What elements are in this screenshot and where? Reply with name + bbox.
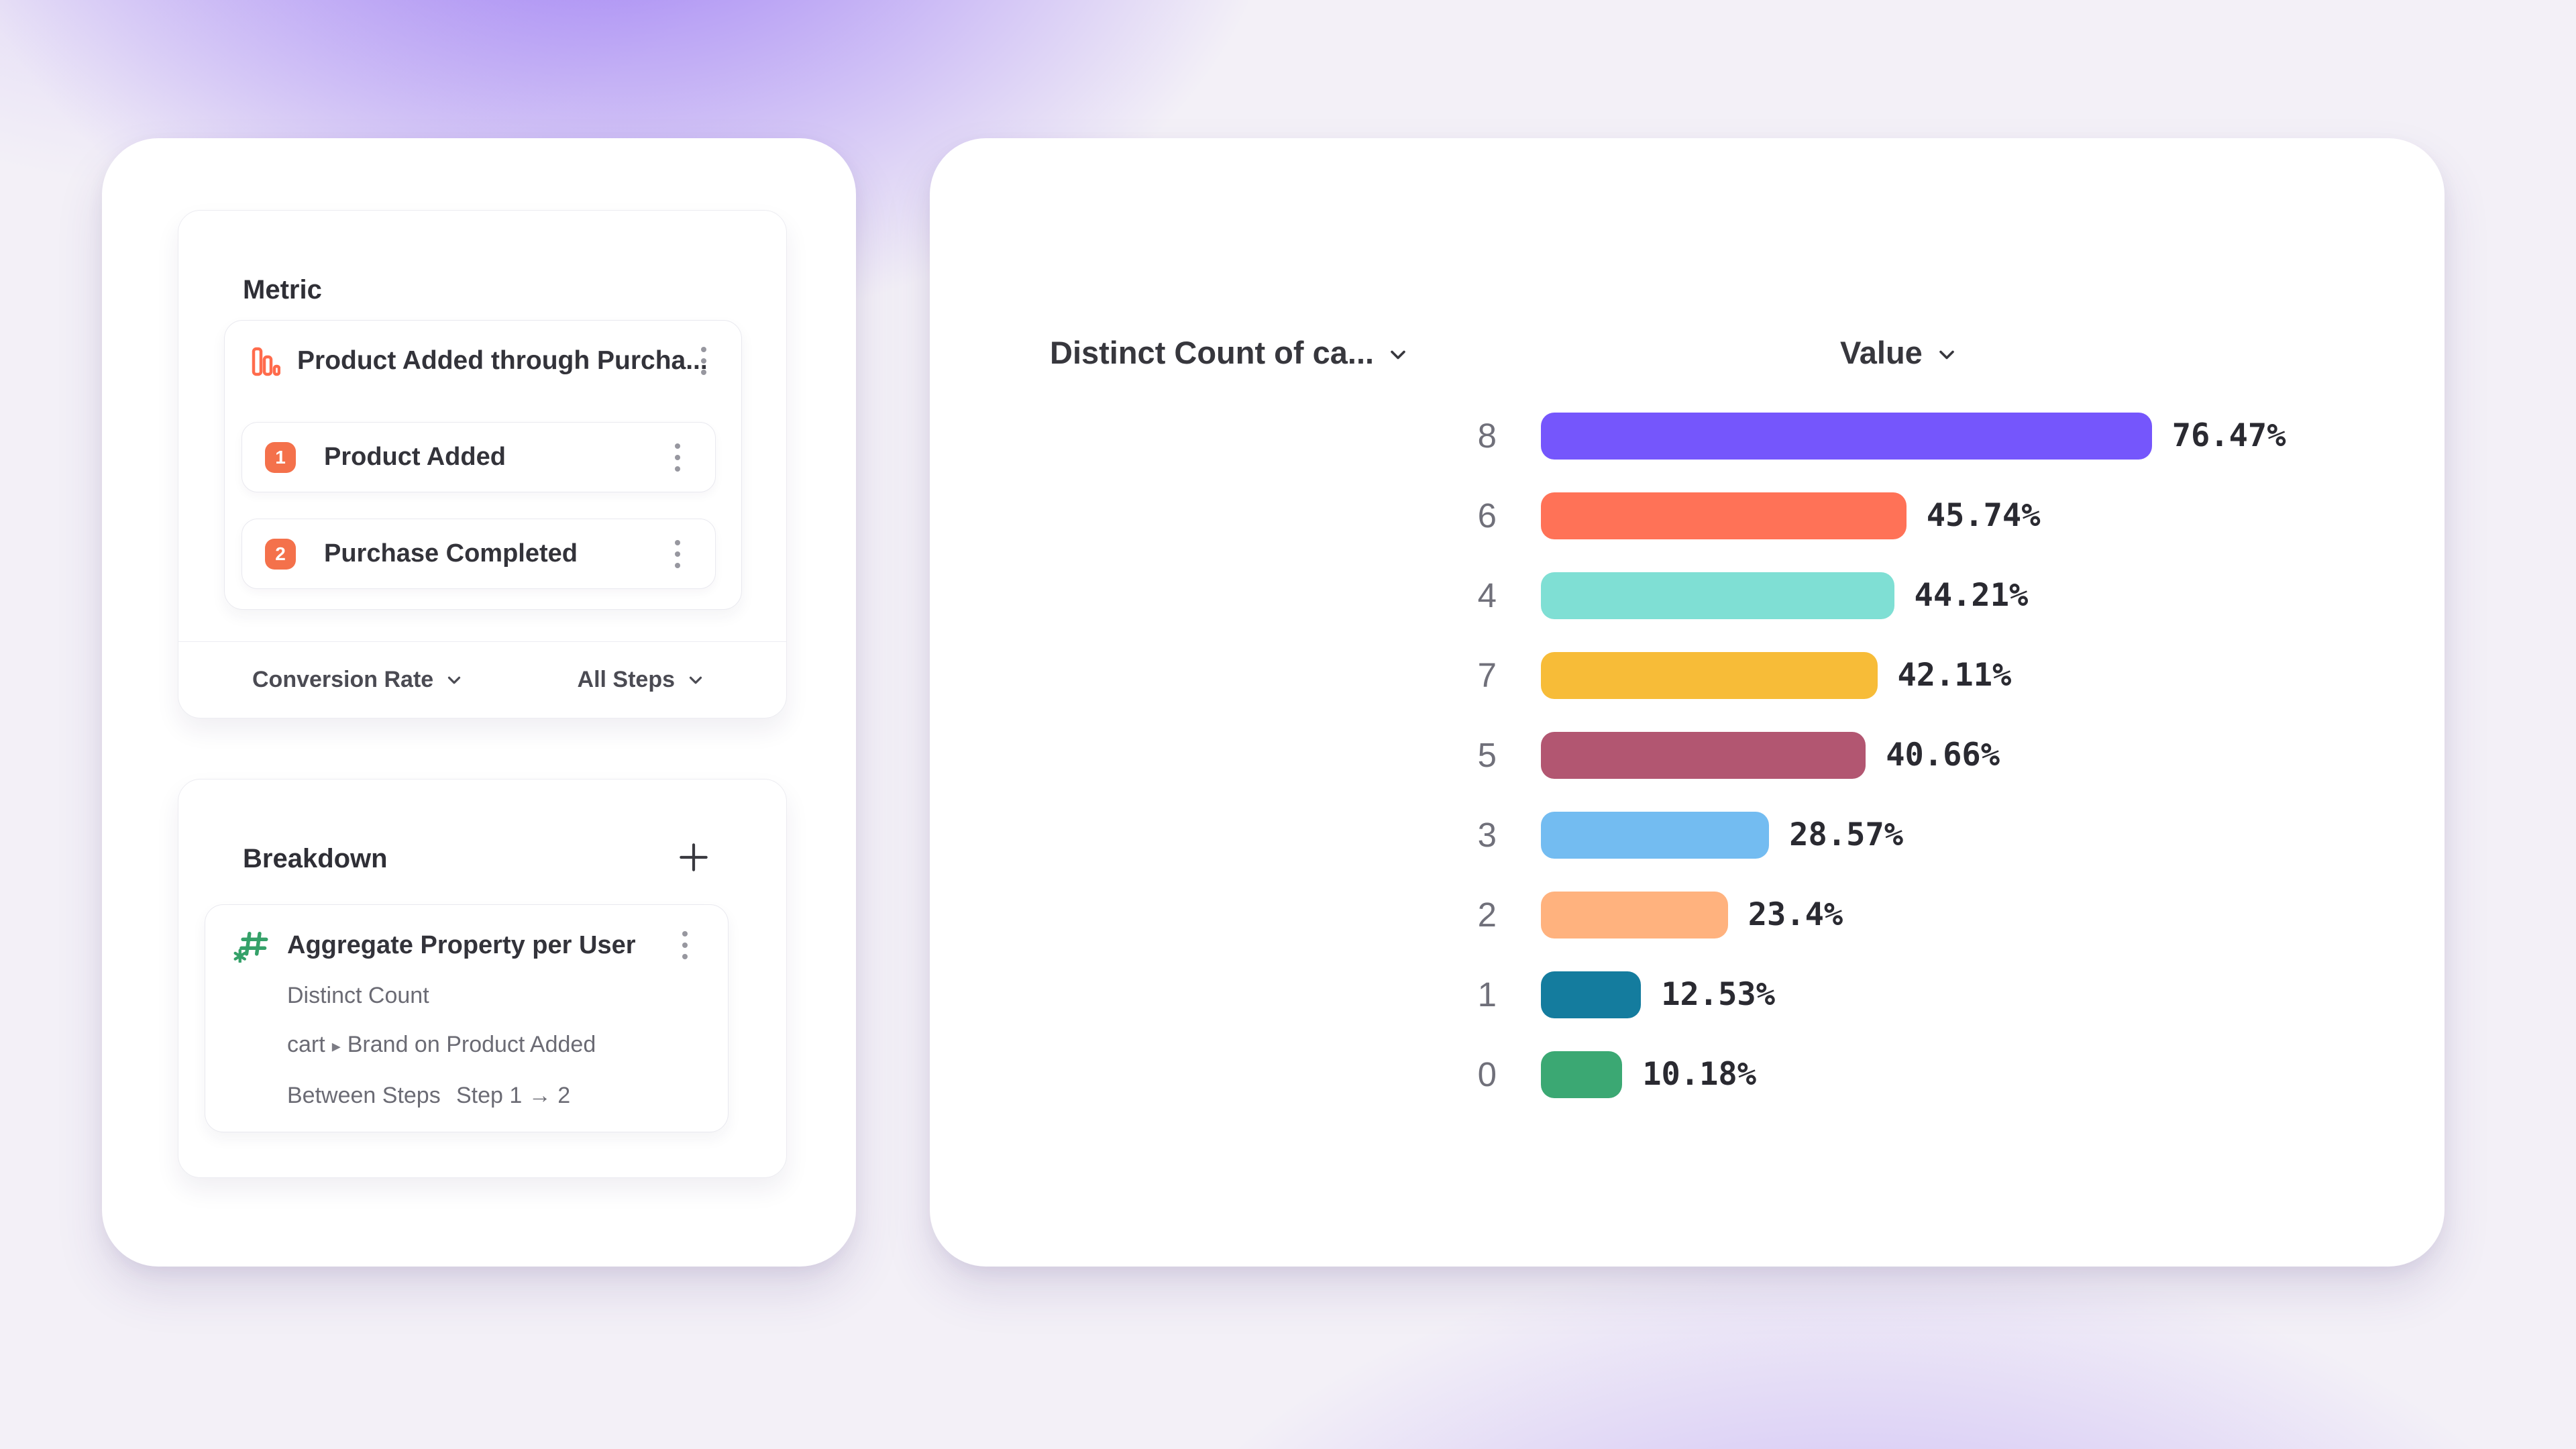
bar-segment[interactable] [1541,492,1907,539]
bar-segment[interactable] [1541,811,1770,859]
chart-row: 5 40.66% [930,715,2445,795]
funnel-bars-icon [252,347,280,376]
query-builder-card: Metric Product Added through Purcha... 1… [102,138,856,1267]
funnel-step-row[interactable]: 1 Product Added [241,422,716,492]
kebab-menu-icon[interactable] [696,341,712,380]
metric-panel-title: Metric [243,275,322,305]
path-separator-icon: ▸ [331,1036,341,1056]
category-tick-label: 5 [1477,736,1497,774]
bar-value-label: 12.53% [1661,976,1775,1013]
chart-card: Distinct Count of ca... Value 8 76.47% 6 45… [930,138,2445,1267]
kebab-menu-icon[interactable] [669,438,686,477]
bar-segment[interactable] [1541,891,1728,938]
chart-row: 1 12.53% [930,955,2445,1034]
scope-value: Step 1 → 2 [456,1083,571,1108]
bar-value-label: 76.47% [2171,417,2286,454]
chevron-down-icon [1939,350,1954,359]
category-tick-label: 2 [1477,896,1497,934]
aggregation-type: Distinct Count [287,983,429,1008]
bar-value-label: 45.74% [1926,497,2041,534]
bar-segment[interactable] [1541,572,1894,619]
value-column-header[interactable]: Value [1840,334,1959,371]
numeric-property-icon [233,931,268,963]
add-breakdown-button[interactable] [675,839,712,876]
step-number-badge: 2 [265,538,296,570]
chart-row: 3 28.57% [930,795,2445,875]
bar-segment[interactable] [1541,731,1866,779]
all-steps-label: All Steps [577,667,675,692]
bar-segment[interactable] [1541,1051,1623,1098]
property-path: cart ▸ Brand on Product Added [287,1032,596,1057]
chart-row: 0 10.18% [930,1034,2445,1114]
conversion-rate-label: Conversion Rate [252,667,434,692]
step-number-badge: 1 [265,441,296,473]
step-label: Purchase Completed [324,539,578,568]
bar-value-label: 23.4% [1748,896,1843,933]
bar-segment[interactable] [1541,971,1642,1018]
chart-row: 8 76.47% [930,396,2445,476]
metric-footer: Conversion Rate All Steps [178,641,786,718]
chevron-down-icon [448,676,461,684]
breakdown-item-title: Aggregate Property per User [287,930,636,959]
category-tick-label: 6 [1477,496,1497,535]
chart-row: 6 45.74% [930,476,2445,555]
category-column-header[interactable]: Distinct Count of ca... [1050,334,1410,371]
chevron-down-icon [1391,350,1405,359]
funnel-subcard: Product Added through Purcha... 1 Produc… [224,320,742,610]
bar-value-label: 44.21% [1914,577,2029,614]
all-steps-dropdown[interactable]: All Steps [578,667,706,693]
breakdown-panel-title: Breakdown [243,844,388,873]
breakdown-panel: Breakdown Aggregate Property per User [178,779,787,1178]
bar-value-label: 40.66% [1886,737,2000,773]
bar-value-label: 10.18% [1642,1056,1757,1093]
step-label: Product Added [324,443,506,471]
bar-segment[interactable] [1541,651,1878,699]
conversion-rate-dropdown[interactable]: Conversion Rate [252,667,464,693]
breakdown-item[interactable]: Aggregate Property per User Distinct Cou… [205,904,729,1132]
kebab-menu-icon[interactable] [669,535,686,574]
category-tick-label: 7 [1477,656,1497,694]
category-tick-label: 3 [1477,816,1497,854]
scope-label: Between Steps [287,1083,441,1108]
funnel-metric-row[interactable]: Product Added through Purcha... [225,333,741,389]
funnel-step-row[interactable]: 2 Purchase Completed [241,519,716,589]
metric-panel: Metric Product Added through Purcha... 1… [178,210,787,718]
chart-rows: 8 76.47% 6 45.74% 4 44.21% 7 42.11% 5 40.66% 3 28.5… [930,396,2445,1114]
value-header-label: Value [1840,335,1923,370]
category-tick-label: 4 [1477,576,1497,614]
kebab-menu-icon[interactable] [677,926,693,965]
chevron-down-icon [689,676,702,684]
category-header-label: Distinct Count of ca... [1050,335,1375,370]
category-tick-label: 1 [1477,975,1497,1014]
chart-row: 4 44.21% [930,555,2445,635]
category-tick-label: 0 [1477,1055,1497,1093]
chart-row: 7 42.11% [930,635,2445,715]
category-tick-label: 8 [1477,417,1497,455]
bar-value-label: 42.11% [1897,657,2012,694]
chart-row: 2 23.4% [930,875,2445,955]
bar-segment[interactable] [1541,412,2152,460]
bar-value-label: 28.57% [1789,816,1904,853]
funnel-name: Product Added through Purcha... [297,346,708,375]
